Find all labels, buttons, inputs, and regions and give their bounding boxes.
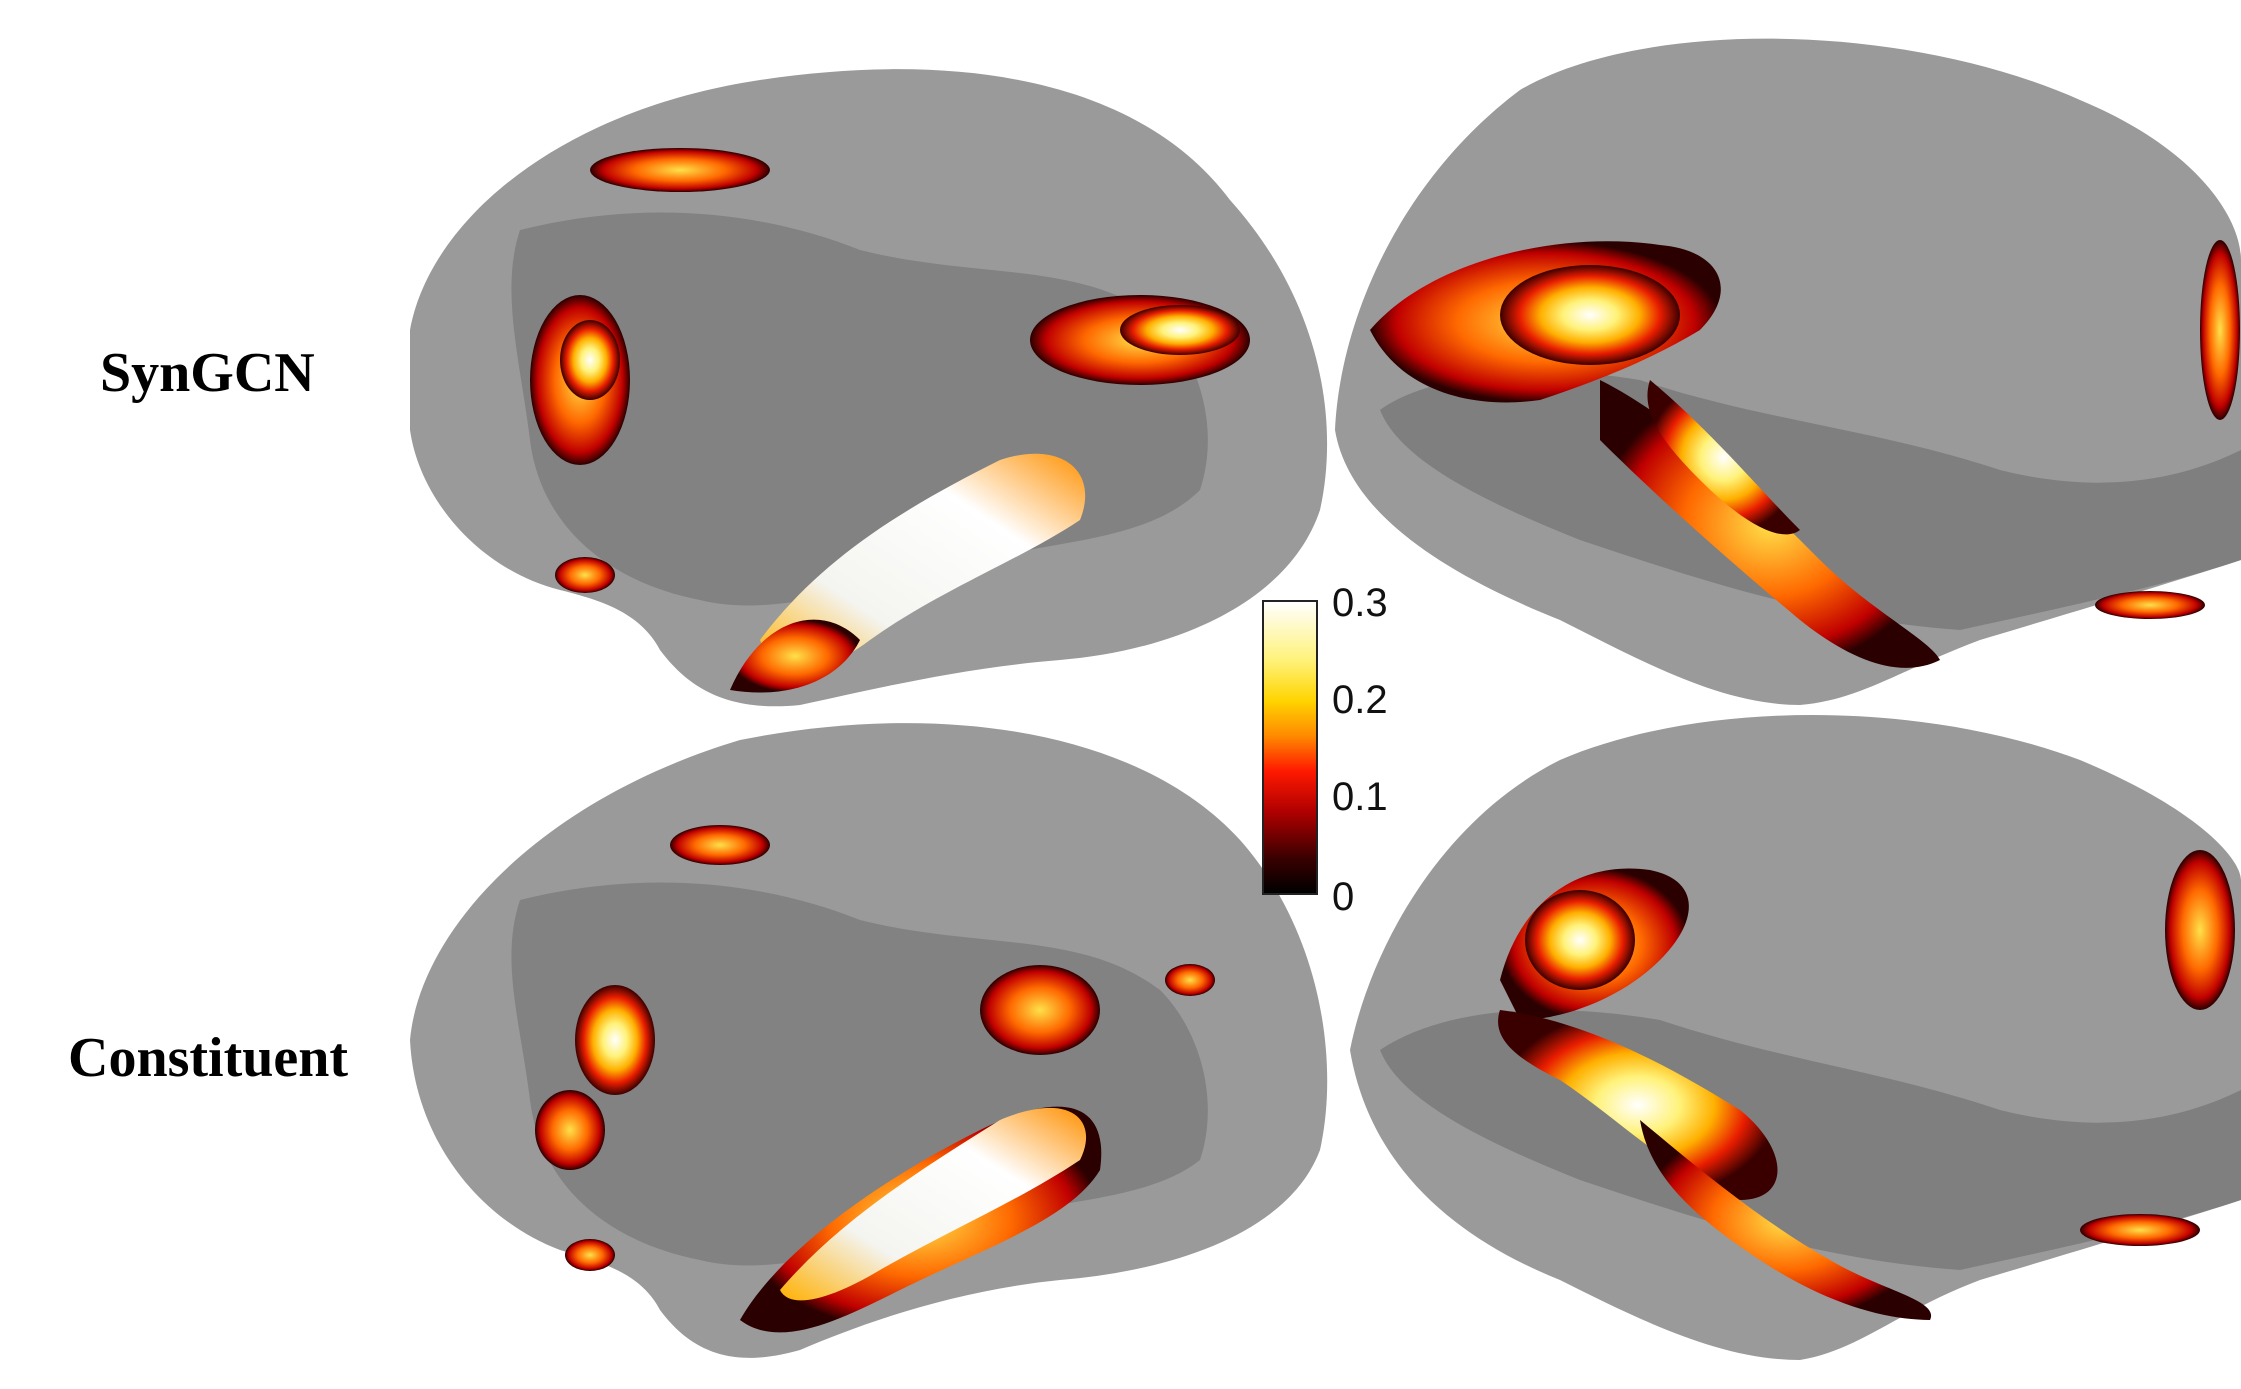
brain-bottom-right <box>1350 715 2241 1360</box>
colorbar-tick-0.2: 0.2 <box>1332 678 1388 722</box>
colorbar-tick-0.1: 0.1 <box>1332 775 1388 819</box>
colorbar-tick-0: 0 <box>1332 875 1355 919</box>
row-label-constituent: Constituent <box>68 1027 349 1089</box>
brain-top-left <box>410 69 1328 707</box>
colorbar-tick-0.3: 0.3 <box>1332 581 1388 625</box>
brain-bottom-left <box>410 723 1328 1358</box>
brain-top-right <box>1335 38 2241 706</box>
row-label-syngcn: SynGCN <box>100 342 315 404</box>
colorbar <box>1262 600 1318 895</box>
